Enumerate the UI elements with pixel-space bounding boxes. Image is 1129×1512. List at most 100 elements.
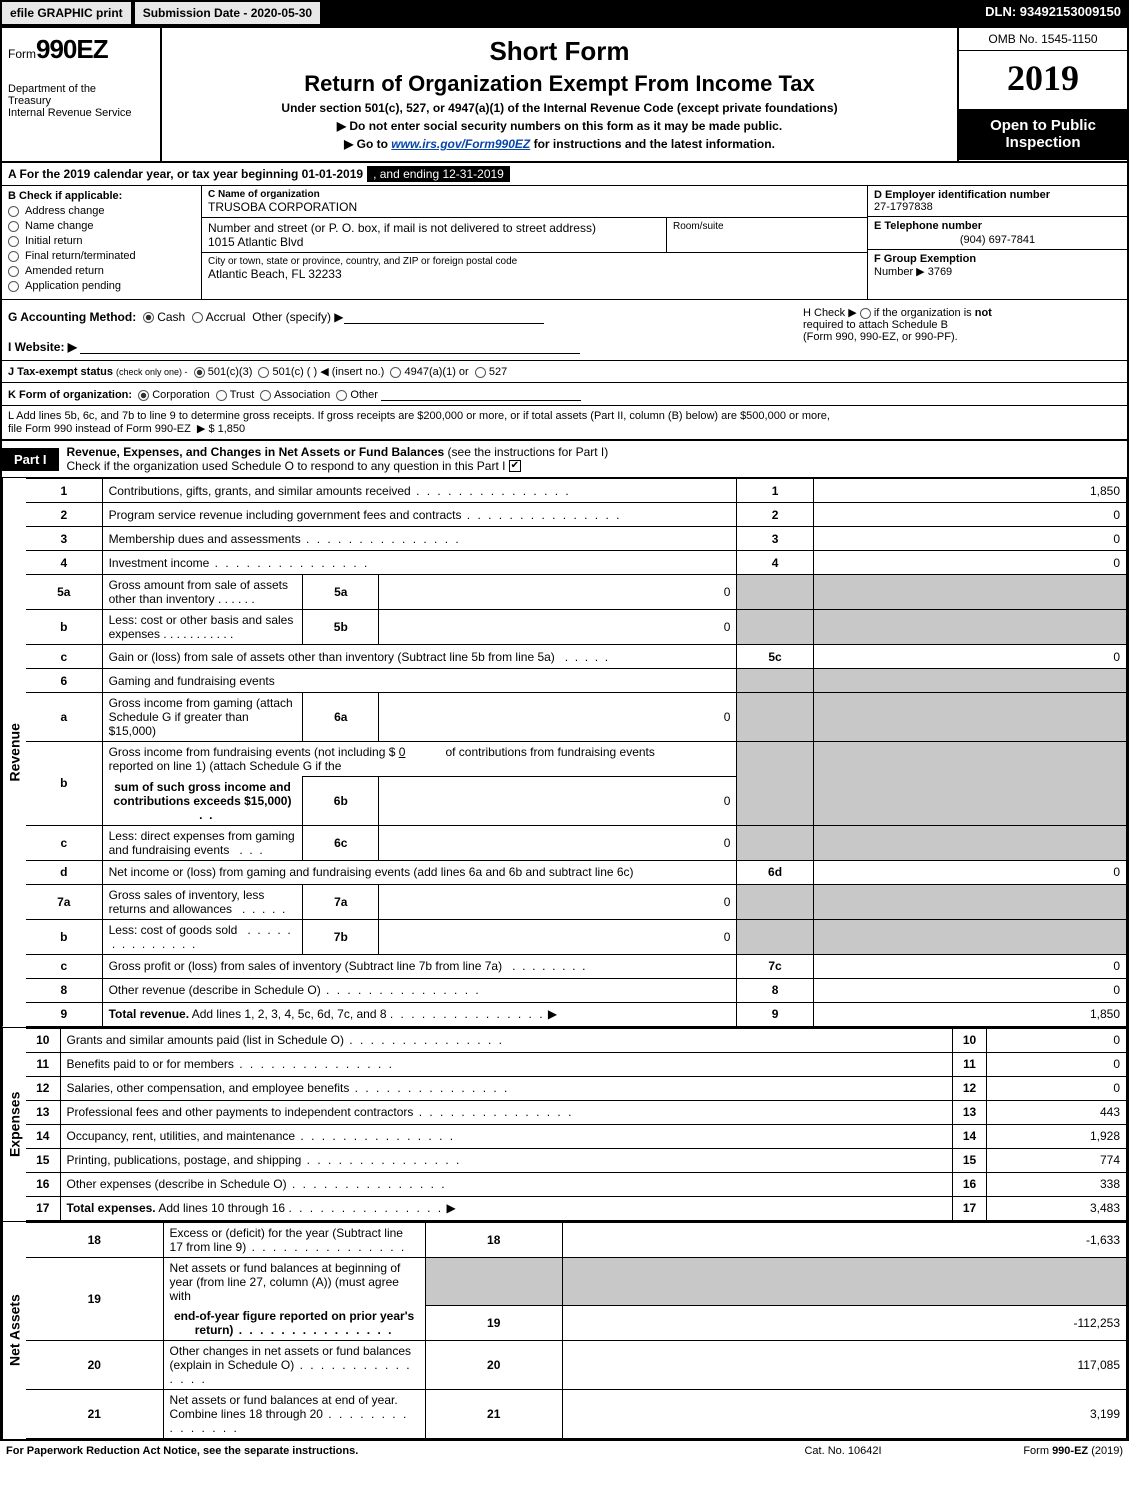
other-specify-field[interactable] — [344, 310, 544, 324]
k-other-field[interactable] — [381, 387, 581, 401]
footer-cat-no: Cat. No. 10642I — [743, 1445, 943, 1457]
line-11-box: 11 — [953, 1052, 987, 1076]
j-527-radio[interactable] — [475, 367, 486, 378]
line-1-num: 1 — [26, 479, 102, 503]
line-6d-box: 6d — [737, 860, 813, 884]
line-14-box: 14 — [953, 1124, 987, 1148]
line-18: 18 Excess or (deficit) for the year (Sub… — [26, 1222, 1127, 1257]
line-4: 4 Investment income 4 0 — [26, 551, 1127, 575]
line-19-grey2 — [562, 1257, 1126, 1306]
line-17-num: 17 — [26, 1196, 60, 1220]
footer: For Paperwork Reduction Act Notice, see … — [0, 1441, 1129, 1461]
line-17-amount: 3,483 — [987, 1196, 1127, 1220]
line-2-box: 2 — [737, 503, 813, 527]
j-501c3-label: 501(c)(3) — [208, 366, 253, 378]
line-13-num: 13 — [26, 1100, 60, 1124]
line-6-num: 6 — [26, 669, 102, 693]
org-name-cell: C Name of organization TRUSOBA CORPORATI… — [202, 186, 867, 218]
final-return-radio[interactable] — [8, 251, 19, 262]
org-name-value: TRUSOBA CORPORATION — [208, 200, 861, 214]
line-7a-grey1 — [737, 884, 813, 919]
line-7a-num: 7a — [26, 884, 102, 919]
line-11-amount: 0 — [987, 1052, 1127, 1076]
footer-form-pre: Form — [1023, 1445, 1052, 1457]
section-gh: G Accounting Method: Cash Accrual Other … — [2, 300, 1127, 361]
revenue-side-label: Revenue — [2, 478, 26, 1027]
line-6-grey1 — [737, 669, 813, 693]
line-6a-mini: 6a — [303, 693, 379, 742]
line-21-num: 21 — [26, 1389, 163, 1438]
h-check-radio[interactable] — [860, 308, 871, 319]
j-501c3-radio[interactable] — [194, 367, 205, 378]
line-16: 16 Other expenses (describe in Schedule … — [26, 1172, 1127, 1196]
line-7b-num: b — [26, 919, 102, 954]
part-1-title: Revenue, Expenses, and Changes in Net As… — [59, 441, 1127, 477]
city-cell: City or town, state or province, country… — [202, 253, 867, 284]
line-3-amount: 0 — [813, 527, 1126, 551]
line-4-num: 4 — [26, 551, 102, 575]
k-assoc-radio[interactable] — [260, 390, 271, 401]
submission-date-button[interactable]: Submission Date - 2020-05-30 — [133, 0, 322, 26]
part-1-label: Part I — [2, 448, 59, 471]
line-5a-desc: Gross amount from sale of assets other t… — [109, 578, 288, 606]
amended-return-label: Amended return — [25, 265, 104, 277]
line-2-desc: Program service revenue including govern… — [109, 508, 462, 522]
line-5a-grey2 — [813, 575, 1126, 610]
line-3-desc: Membership dues and assessments — [109, 532, 301, 546]
accrual-label: Accrual — [206, 310, 246, 324]
line-7b-mini: 7b — [303, 919, 379, 954]
j-4947-radio[interactable] — [390, 367, 401, 378]
col-b-header: B Check if applicable: — [8, 190, 195, 202]
line-6d-desc: Net income or (loss) from gaming and fun… — [102, 860, 737, 884]
irs-link[interactable]: www.irs.gov/Form990EZ — [391, 137, 530, 151]
line-17-arrow: ▶ — [446, 1201, 455, 1215]
j-501c-label: 501(c) ( ) ◀ (insert no.) — [273, 366, 385, 378]
k-trust-radio[interactable] — [216, 390, 227, 401]
line-19-box: 19 — [425, 1306, 562, 1341]
k-corp-radio[interactable] — [138, 390, 149, 401]
expenses-section: Expenses 10 Grants and similar amounts p… — [2, 1028, 1127, 1222]
line-6b-zero: 0 — [399, 745, 406, 759]
line-10-amount: 0 — [987, 1028, 1127, 1052]
cash-radio[interactable] — [143, 312, 154, 323]
line-14: 14 Occupancy, rent, utilities, and maint… — [26, 1124, 1127, 1148]
dept-line2: Treasury — [8, 95, 51, 107]
line-10-box: 10 — [953, 1028, 987, 1052]
line-13-amount: 443 — [987, 1100, 1127, 1124]
line-5b: b Less: cost or other basis and sales ex… — [26, 610, 1127, 645]
website-field[interactable] — [80, 340, 580, 354]
application-pending-radio[interactable] — [8, 281, 19, 292]
ein-label: D Employer identification number — [874, 189, 1121, 201]
h-pre: H Check ▶ — [803, 307, 860, 319]
efile-print-button[interactable]: efile GRAPHIC print — [0, 0, 133, 26]
line-11-num: 11 — [26, 1052, 60, 1076]
row-j: J Tax-exempt status (check only one) - 5… — [2, 361, 1127, 383]
line-6b-mval: 0 — [379, 777, 737, 826]
footer-form-num: 990-EZ — [1052, 1445, 1088, 1457]
line-9-arrow: ▶ — [548, 1007, 557, 1021]
accrual-radio[interactable] — [192, 312, 203, 323]
line-6a-desc: Gross income from gaming (attach Schedul… — [102, 693, 303, 742]
dept-line3: Internal Revenue Service — [8, 107, 132, 119]
line-12-desc: Salaries, other compensation, and employ… — [67, 1081, 350, 1095]
line-6b-grey2 — [813, 742, 1126, 826]
line-6c-desc: Less: direct expenses from gaming and fu… — [109, 829, 295, 857]
part-1-schedule-o-checkbox[interactable] — [509, 460, 521, 472]
line-6a-grey1 — [737, 693, 813, 742]
address-change-radio[interactable] — [8, 206, 19, 217]
street-address-value: 1015 Atlantic Blvd — [208, 235, 660, 249]
line-16-num: 16 — [26, 1172, 60, 1196]
line-20: 20 Other changes in net assets or fund b… — [26, 1340, 1127, 1389]
k-other-label: Other — [350, 389, 378, 401]
j-501c-radio[interactable] — [258, 367, 269, 378]
line-21-amount: 3,199 — [562, 1389, 1126, 1438]
subtitle: Under section 501(c), 527, or 4947(a)(1)… — [172, 101, 947, 115]
line-6c-mini: 6c — [303, 825, 379, 860]
k-other-radio[interactable] — [336, 390, 347, 401]
line-5b-num: b — [26, 610, 102, 645]
h-line3: (Form 990, 990-EZ, or 990-PF). — [803, 331, 958, 343]
amended-return-radio[interactable] — [8, 266, 19, 277]
initial-return-radio[interactable] — [8, 236, 19, 247]
line-5c-amount: 0 — [813, 645, 1126, 669]
name-change-radio[interactable] — [8, 221, 19, 232]
